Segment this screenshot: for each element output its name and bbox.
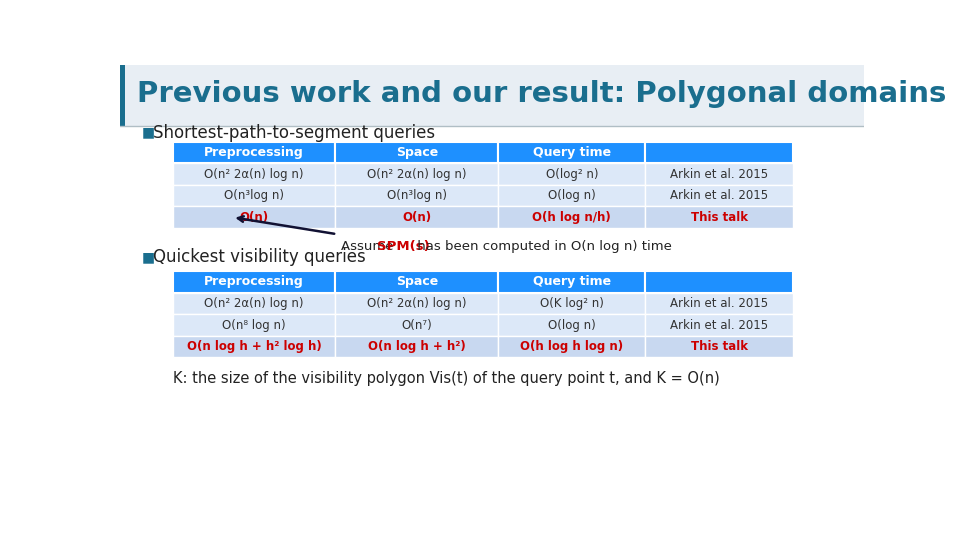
- Text: Quickest visibility queries: Quickest visibility queries: [153, 248, 366, 266]
- Text: Assume: Assume: [341, 240, 397, 253]
- FancyBboxPatch shape: [173, 293, 335, 314]
- FancyBboxPatch shape: [498, 293, 645, 314]
- FancyBboxPatch shape: [335, 142, 498, 164]
- Text: O(log n): O(log n): [548, 319, 596, 332]
- FancyBboxPatch shape: [335, 293, 498, 314]
- Text: O(h log n/h): O(h log n/h): [533, 211, 612, 224]
- FancyBboxPatch shape: [498, 271, 645, 293]
- Text: Arkin et al. 2015: Arkin et al. 2015: [670, 189, 768, 202]
- FancyBboxPatch shape: [173, 164, 335, 185]
- FancyBboxPatch shape: [498, 314, 645, 336]
- Text: O(n³log n): O(n³log n): [387, 189, 446, 202]
- Text: has been computed in O(n log n) time: has been computed in O(n log n) time: [413, 240, 672, 253]
- Text: ■: ■: [142, 126, 155, 139]
- FancyBboxPatch shape: [173, 271, 335, 293]
- Text: O(log n): O(log n): [548, 189, 596, 202]
- FancyBboxPatch shape: [335, 206, 498, 228]
- FancyBboxPatch shape: [120, 65, 125, 126]
- FancyBboxPatch shape: [173, 314, 335, 336]
- Text: Shortest-path-to-segment queries: Shortest-path-to-segment queries: [153, 124, 435, 141]
- FancyBboxPatch shape: [645, 185, 793, 206]
- FancyBboxPatch shape: [645, 164, 793, 185]
- FancyBboxPatch shape: [645, 271, 793, 293]
- FancyBboxPatch shape: [173, 142, 335, 164]
- Text: Arkin et al. 2015: Arkin et al. 2015: [670, 319, 768, 332]
- Text: This talk: This talk: [690, 211, 748, 224]
- FancyBboxPatch shape: [498, 206, 645, 228]
- FancyBboxPatch shape: [335, 164, 498, 185]
- FancyBboxPatch shape: [645, 336, 793, 357]
- Text: O(n): O(n): [402, 211, 431, 224]
- FancyBboxPatch shape: [335, 271, 498, 293]
- FancyBboxPatch shape: [173, 206, 335, 228]
- Text: O(n² 2α(n) log n): O(n² 2α(n) log n): [204, 167, 303, 181]
- Text: Preprocessing: Preprocessing: [204, 146, 304, 159]
- Text: O(n⁸ log n): O(n⁸ log n): [223, 319, 286, 332]
- Text: O(n): O(n): [239, 211, 269, 224]
- FancyBboxPatch shape: [173, 336, 335, 357]
- Text: O(n² 2α(n) log n): O(n² 2α(n) log n): [367, 297, 467, 310]
- Text: O(log² n): O(log² n): [545, 167, 598, 181]
- Text: Query time: Query time: [533, 146, 611, 159]
- Text: This talk: This talk: [690, 340, 748, 353]
- FancyBboxPatch shape: [120, 65, 864, 126]
- Text: Space: Space: [396, 146, 438, 159]
- FancyBboxPatch shape: [498, 142, 645, 164]
- FancyBboxPatch shape: [335, 185, 498, 206]
- FancyBboxPatch shape: [645, 293, 793, 314]
- Text: O(K log² n): O(K log² n): [540, 297, 604, 310]
- Text: O(h log h log n): O(h log h log n): [520, 340, 623, 353]
- Text: Arkin et al. 2015: Arkin et al. 2015: [670, 167, 768, 181]
- Text: Preprocessing: Preprocessing: [204, 275, 304, 288]
- Text: K: the size of the visibility polygon Vis(t) of the query point t, and K = O(n): K: the size of the visibility polygon Vi…: [173, 372, 719, 386]
- Text: O(n⁷): O(n⁷): [401, 319, 432, 332]
- FancyBboxPatch shape: [645, 142, 793, 164]
- Text: Arkin et al. 2015: Arkin et al. 2015: [670, 297, 768, 310]
- FancyBboxPatch shape: [498, 164, 645, 185]
- FancyBboxPatch shape: [335, 336, 498, 357]
- Text: Previous work and our result: Polygonal domains: Previous work and our result: Polygonal …: [137, 80, 947, 108]
- Text: SPM(s): SPM(s): [376, 240, 429, 253]
- Text: O(n log h + h²): O(n log h + h²): [368, 340, 466, 353]
- FancyBboxPatch shape: [335, 314, 498, 336]
- FancyBboxPatch shape: [645, 206, 793, 228]
- FancyBboxPatch shape: [498, 185, 645, 206]
- Text: O(n log h + h² log h): O(n log h + h² log h): [186, 340, 322, 353]
- Text: Query time: Query time: [533, 275, 611, 288]
- Text: O(n² 2α(n) log n): O(n² 2α(n) log n): [367, 167, 467, 181]
- FancyBboxPatch shape: [645, 314, 793, 336]
- Text: O(n³log n): O(n³log n): [224, 189, 284, 202]
- Text: Space: Space: [396, 275, 438, 288]
- Text: ■: ■: [142, 251, 155, 264]
- FancyBboxPatch shape: [173, 185, 335, 206]
- FancyBboxPatch shape: [498, 336, 645, 357]
- Text: O(n² 2α(n) log n): O(n² 2α(n) log n): [204, 297, 303, 310]
